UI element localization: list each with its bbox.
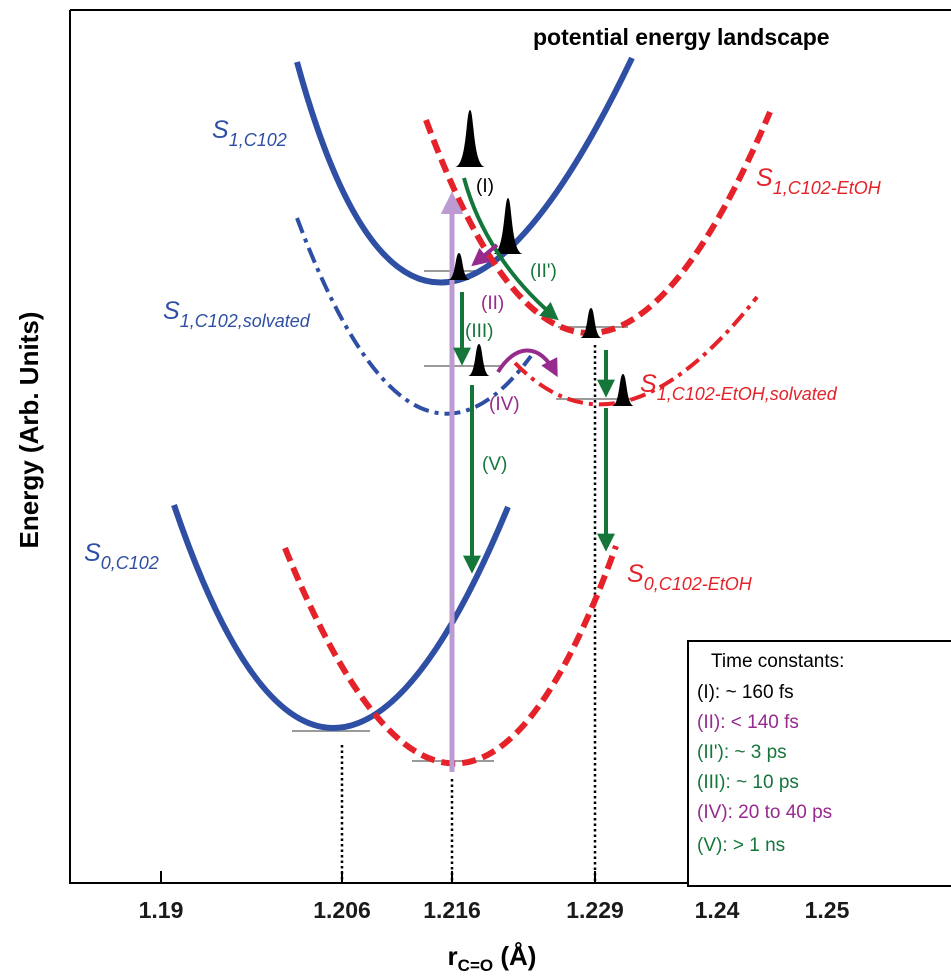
x-tick-label: 1.24 xyxy=(695,897,740,923)
legend-entry: (II'): ~ 3 ps xyxy=(697,742,787,763)
legend-box: Time constants: (I): ~ 160 fs (II): < 14… xyxy=(687,640,951,887)
relaxation-arrows xyxy=(453,177,615,574)
label-s1-c102-etoh-solvated-main: S xyxy=(640,370,657,398)
x-axis-title-main: r xyxy=(448,941,458,971)
wavepacket xyxy=(580,308,602,338)
legend-entry: (I): ~ 160 fs xyxy=(697,682,794,703)
x-axis-title-unit: (Å) xyxy=(493,941,536,971)
label-s0-c102-etoh-sub: 0,C102-EtOH xyxy=(644,574,753,594)
wavepacket xyxy=(493,198,523,254)
step-label-iv: (IV) xyxy=(489,394,520,415)
step-label-v: (V) xyxy=(482,454,507,475)
plot-frame xyxy=(69,9,951,884)
label-s0-c102-sub: 0,C102 xyxy=(101,553,159,573)
legend-entry: (V): > 1 ns xyxy=(697,835,785,856)
label-s0-c102-etoh: S0,C102-EtOH xyxy=(627,560,753,594)
curve-s1-c102 xyxy=(294,56,635,286)
x-tick-label: 1.19 xyxy=(139,897,184,923)
label-s0-c102-etoh-main: S xyxy=(627,560,644,588)
x-tick-label: 1.229 xyxy=(566,897,624,923)
label-s1-c102-solvated: S1,C102,solvated xyxy=(163,297,311,331)
label-s1-c102-main: S xyxy=(212,116,229,144)
step-label-iii: (III) xyxy=(465,321,494,342)
step-label-ii: (II) xyxy=(481,293,504,314)
legend-entry: (III): ~ 10 ps xyxy=(697,772,799,793)
label-s1-c102: S1,C102 xyxy=(212,116,287,150)
transfer-arrows xyxy=(471,243,558,378)
label-s1-c102-etoh-sub: 1,C102-EtOH xyxy=(773,178,882,198)
wavepacket xyxy=(612,374,634,406)
label-s1-c102-sub: 1,C102 xyxy=(229,130,287,150)
x-tick-label: 1.216 xyxy=(423,897,481,923)
label-s1-c102-etoh-main: S xyxy=(756,164,773,192)
step-label-i: (I) xyxy=(476,176,494,197)
label-s0-c102-main: S xyxy=(84,539,101,567)
wavepacket xyxy=(468,344,490,376)
label-s0-c102: S0,C102 xyxy=(84,539,159,573)
legend-entry: (IV): 20 to 40 ps xyxy=(697,802,832,823)
label-s1-c102-solvated-sub: 1,C102,solvated xyxy=(180,311,311,331)
arrow-ii-prime xyxy=(462,177,559,321)
x-axis-title-sub: C=O xyxy=(458,956,493,975)
legend-frame xyxy=(687,640,951,887)
curve-s0-c102-etoh xyxy=(282,544,619,767)
legend-heading: Time constants: xyxy=(711,651,844,672)
y-axis-title: Energy (Arb. Units) xyxy=(14,312,44,549)
label-s1-c102-solvated-main: S xyxy=(163,297,180,325)
curve-s1-c102-solvated xyxy=(295,217,533,416)
label-s1-c102-etoh-solvated: S1,C102-EtOH,solvated xyxy=(640,370,838,404)
curve-s0-c102 xyxy=(171,504,511,731)
label-s1-c102-etoh: S1,C102-EtOH xyxy=(756,164,882,198)
x-tick-label: 1.25 xyxy=(805,897,850,923)
wavepacket xyxy=(448,253,470,280)
diagram-title: potential energy landscape xyxy=(533,24,830,50)
guide-lines xyxy=(340,345,597,883)
wavepackets xyxy=(448,110,634,406)
curve-s1-c102-etoh xyxy=(423,110,773,336)
curve-s1-c102-etoh-solvated xyxy=(513,295,759,407)
legend-entry: (II): < 140 fs xyxy=(697,712,799,733)
arrow-iv xyxy=(496,348,558,378)
label-s1-c102-etoh-solvated-sub: 1,C102-EtOH,solvated xyxy=(657,384,838,404)
x-axis-title: rC=O (Å) xyxy=(448,941,537,975)
arrow-ii xyxy=(471,243,499,267)
wavepacket xyxy=(455,110,485,167)
step-label-ii-prime: (II') xyxy=(530,261,557,282)
x-tick-label: 1.206 xyxy=(313,897,371,923)
